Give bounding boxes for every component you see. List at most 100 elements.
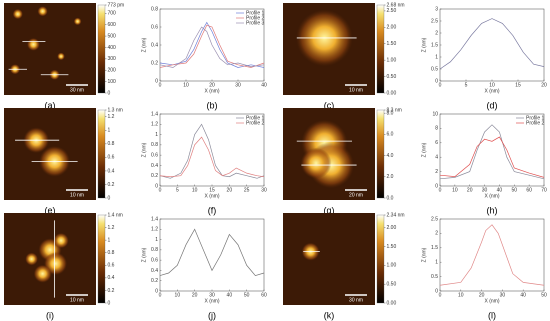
y-tick-label: 0 <box>435 183 438 189</box>
profile-curve <box>439 124 545 180</box>
x-tick-label: 40 <box>520 292 526 298</box>
y-tick-label: 1 <box>435 54 438 60</box>
colorbar-tick-label: 0.50 <box>387 282 397 288</box>
y-tick-label: 0.2 <box>151 278 158 284</box>
y-axis-label: Z (nm) <box>421 247 427 262</box>
colorbar-tick-label: 0.2 <box>108 182 115 188</box>
colorbar <box>97 4 106 94</box>
colorbar-tick-label: 300 <box>108 56 117 62</box>
y-tick-label: 2.5 <box>431 18 438 24</box>
colorbar-tick-label: 100 <box>108 79 117 85</box>
colorbar-tick-label: 1.2 <box>108 225 115 231</box>
profile-curve <box>159 136 265 178</box>
y-tick-label: 10 <box>432 111 438 117</box>
x-tick-label: 0 <box>439 82 442 88</box>
y-tick-label: 1.5 <box>431 42 438 48</box>
y-tick-label: 0 <box>435 288 438 294</box>
x-tick-label: 70 <box>541 187 547 193</box>
x-tick-label: 0 <box>439 187 442 193</box>
y-tick-label: 2 <box>435 30 438 36</box>
colorbar-tick-label: 1.50 <box>387 244 397 250</box>
colorbar <box>376 4 385 94</box>
colorbar-tick-label: 8.3 nm <box>387 107 402 113</box>
y-tick-label: 0.4 <box>151 268 158 274</box>
y-tick-label: 1.5 <box>431 245 438 251</box>
panel-label: (e) <box>45 205 56 215</box>
colorbar-tick-label: 0.2 <box>108 288 115 294</box>
colorbar <box>97 109 106 199</box>
x-tick-label: 15 <box>515 82 521 88</box>
colorbar-tick-label: 0.4 <box>108 168 115 174</box>
panel-label: (l) <box>488 310 496 320</box>
y-tick-label: 1 <box>155 132 158 138</box>
colorbar-tick-label: 2.00 <box>387 225 397 231</box>
x-tick-label: 50 <box>244 292 250 298</box>
panel-label: (f) <box>208 205 217 215</box>
scale-bar-label: 20 nm <box>349 192 363 198</box>
y-tick-label: 0.6 <box>151 152 158 158</box>
y-tick-label: 3 <box>435 6 438 12</box>
y-tick-label: 4 <box>435 155 438 161</box>
colorbar-tick-label: 0.0 <box>387 195 394 201</box>
y-tick-label: 1 <box>155 237 158 243</box>
scale-bar-label: 10 nm <box>70 297 84 303</box>
x-tick-label: 60 <box>261 292 267 298</box>
scale-bar-label: 30 nm <box>349 297 363 303</box>
x-tick-label: 5 <box>465 82 468 88</box>
x-axis-label: X (nm) <box>205 298 220 304</box>
colorbar-tick-label: 1.4 nm <box>108 212 123 218</box>
panel-label: (i) <box>46 310 54 320</box>
x-axis-label: X (nm) <box>485 88 500 94</box>
y-tick-label: 0.4 <box>151 42 158 48</box>
x-tick-label: 10 <box>458 292 464 298</box>
plot-frame <box>159 218 265 292</box>
x-tick-label: 30 <box>235 82 241 88</box>
x-tick-label: 20 <box>467 187 473 193</box>
x-axis-label: X (nm) <box>485 298 500 304</box>
y-tick-label: 1 <box>435 260 438 266</box>
colorbar-tick-label: 0 <box>108 300 111 306</box>
colorbar-tick-label: 0.4 <box>108 275 115 281</box>
colorbar-tick-label: 773 pm <box>108 2 125 8</box>
panel-label: (h) <box>487 205 498 215</box>
feature <box>53 232 69 249</box>
colorbar-tick-label: 2.68 nm <box>387 2 405 8</box>
legend-label: Profile 2 <box>246 15 265 21</box>
x-tick-label: 40 <box>227 292 233 298</box>
legend-label: Profile 1 <box>526 115 545 121</box>
y-axis-label: Z (nm) <box>141 142 147 157</box>
y-tick-label: 0.4 <box>151 163 158 169</box>
y-axis-label: Z (nm) <box>141 37 147 52</box>
y-tick-label: 0.8 <box>151 142 158 148</box>
colorbar-tick-label: 1.00 <box>387 263 397 269</box>
x-tick-label: 20 <box>209 82 215 88</box>
x-tick-label: 5 <box>176 187 179 193</box>
colorbar-tick-label: 2.0 <box>387 174 394 180</box>
x-tick-label: 30 <box>500 292 506 298</box>
profile-curve <box>159 228 265 276</box>
feature <box>57 52 65 61</box>
colorbar-tick-label: 0 <box>108 195 111 201</box>
y-tick-label: 0 <box>155 288 158 294</box>
colorbar <box>97 214 106 304</box>
colorbar-tick-label: 1 <box>108 128 111 134</box>
afm-image <box>283 213 375 305</box>
panel-label: (a) <box>45 100 56 110</box>
profile-curve <box>159 21 265 68</box>
feature <box>37 6 48 17</box>
scale-bar-label: 30 nm <box>70 87 84 93</box>
colorbar-tick-label: 0.00 <box>387 300 397 306</box>
x-tick-label: 20 <box>541 82 547 88</box>
legend-label: Profile 2 <box>526 120 545 126</box>
x-tick-label: 20 <box>192 292 198 298</box>
colorbar-tick-label: 4.0 <box>387 153 394 159</box>
panel-label: (d) <box>487 100 498 110</box>
panel-label: (g) <box>324 205 335 215</box>
y-tick-label: 8 <box>435 126 438 132</box>
x-tick-label: 0 <box>159 292 162 298</box>
colorbar-tick-label: 0.8 <box>108 141 115 147</box>
x-tick-label: 20 <box>227 187 233 193</box>
y-tick-label: 2.5 <box>431 216 438 222</box>
y-tick-label: 1.4 <box>151 216 158 222</box>
panel-label: (b) <box>207 100 218 110</box>
